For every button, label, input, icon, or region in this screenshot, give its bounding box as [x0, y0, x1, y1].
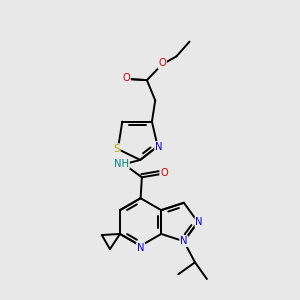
Text: O: O: [158, 58, 166, 68]
Text: O: O: [160, 168, 168, 178]
Text: O: O: [122, 73, 130, 83]
Text: N: N: [195, 217, 203, 227]
Text: N: N: [137, 243, 144, 253]
Text: NH: NH: [114, 159, 129, 169]
Text: N: N: [180, 236, 188, 246]
Text: S: S: [113, 144, 120, 154]
Text: N: N: [155, 142, 163, 152]
